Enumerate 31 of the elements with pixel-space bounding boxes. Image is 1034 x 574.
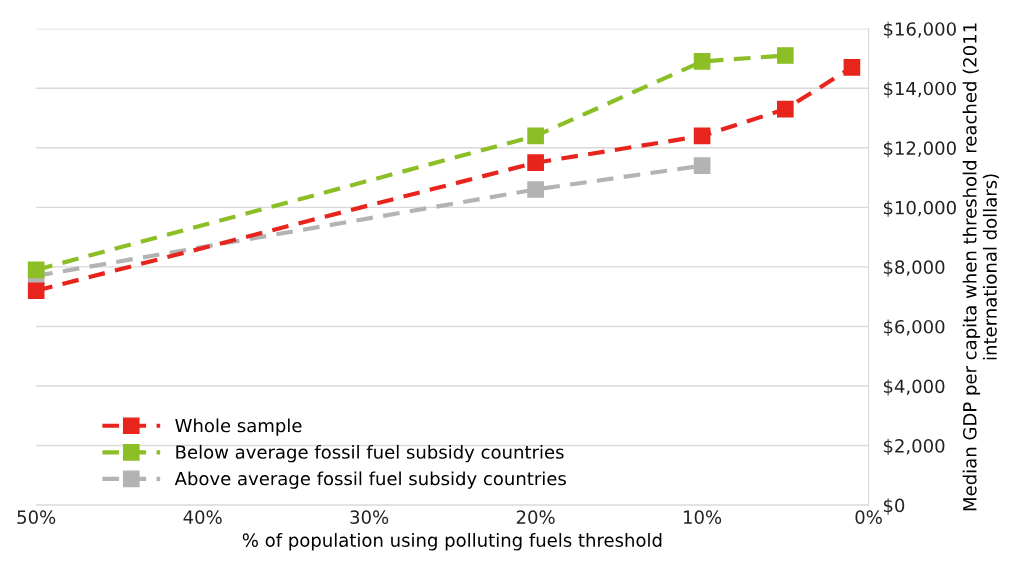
x-axis-title: % of population using polluting fuels threshold: [242, 533, 662, 551]
x-tick-label: 30%: [350, 510, 389, 524]
y-tick-label: $2,000: [883, 438, 945, 456]
x-tick-label: 50%: [17, 510, 56, 524]
y-tick-label: $8,000: [883, 260, 945, 277]
point: [776, 47, 794, 64]
y-tick-label: $0: [883, 498, 905, 515]
y-axis-title: Median GDP per capita when threshold reached (2011 international dollars): [962, 23, 999, 511]
point: [527, 154, 544, 172]
x-tick-label: 20%: [516, 510, 555, 524]
point: [693, 127, 711, 145]
point: [693, 53, 711, 70]
point: [527, 127, 544, 145]
y-tick-label: $6,000: [883, 319, 945, 336]
y-tick-label: $12,000: [883, 140, 956, 158]
legend-label: Below average fossil fuel subsidy countries: [176, 444, 564, 463]
point: [27, 282, 45, 300]
y-tick-label: $14,000: [883, 81, 956, 98]
point: [527, 181, 544, 198]
point: [693, 157, 711, 175]
point: [776, 100, 794, 118]
legend-label: Above average fossil fuel subsidy countries: [174, 471, 566, 489]
legend-label: Whole sample: [175, 418, 302, 436]
y-tick-label: $4,000: [883, 379, 945, 396]
point: [27, 261, 45, 279]
y-tick-label: $16,000: [883, 21, 956, 39]
x-tick-label: 40%: [183, 510, 222, 524]
point: [843, 59, 861, 76]
x-tick-label: 0%: [855, 510, 882, 524]
y-tick-label: $10,000: [883, 200, 956, 217]
x-tick-label: 10%: [684, 510, 722, 524]
